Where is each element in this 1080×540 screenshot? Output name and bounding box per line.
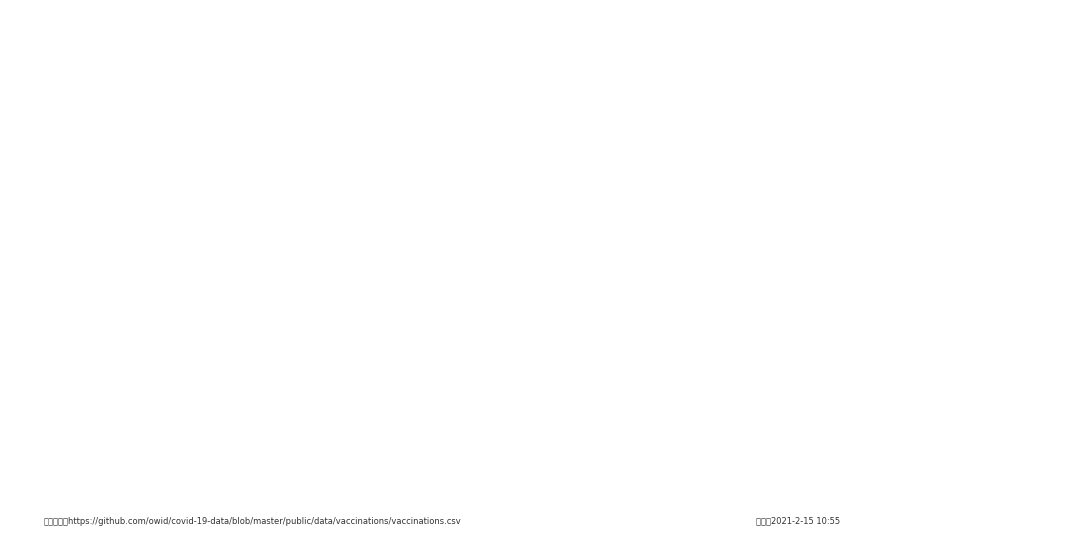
Text: 时间：2021-2-15 10:55: 时间：2021-2-15 10:55 (756, 517, 840, 525)
Text: 数据来源：https://github.com/owid/covid-19-data/blob/master/public/data/vaccinations/: 数据来源：https://github.com/owid/covid-19-da… (43, 517, 461, 525)
